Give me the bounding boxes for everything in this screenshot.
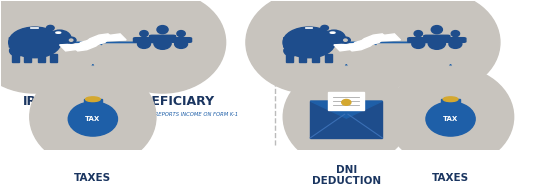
Ellipse shape (387, 66, 514, 168)
Ellipse shape (177, 31, 185, 37)
Circle shape (330, 32, 335, 33)
Ellipse shape (67, 37, 76, 43)
Polygon shape (334, 34, 386, 51)
Ellipse shape (283, 66, 409, 168)
FancyBboxPatch shape (150, 35, 175, 41)
Ellipse shape (284, 45, 299, 56)
Ellipse shape (69, 39, 73, 41)
Polygon shape (349, 34, 400, 51)
Polygon shape (59, 34, 111, 51)
Bar (287, 54, 293, 62)
Ellipse shape (138, 40, 151, 48)
Ellipse shape (431, 26, 442, 34)
Ellipse shape (246, 0, 372, 93)
Text: TAXES: TAXES (74, 173, 112, 183)
Bar (50, 54, 57, 62)
Text: TAXES: TAXES (432, 173, 469, 183)
Ellipse shape (428, 38, 446, 49)
Ellipse shape (321, 25, 328, 31)
Ellipse shape (304, 0, 430, 93)
Ellipse shape (426, 102, 475, 136)
Text: +: + (124, 94, 137, 110)
Ellipse shape (451, 31, 460, 37)
Ellipse shape (140, 31, 148, 37)
Text: TAX: TAX (443, 116, 458, 122)
Ellipse shape (374, 0, 500, 93)
Ellipse shape (174, 40, 188, 48)
Bar (312, 54, 320, 62)
Text: BENEFICIARY: BENEFICIARY (398, 95, 489, 108)
FancyBboxPatch shape (408, 38, 429, 42)
Text: IRA: IRA (23, 95, 47, 108)
Bar (12, 54, 19, 62)
FancyBboxPatch shape (424, 35, 450, 41)
Text: ⊣: ⊣ (398, 94, 412, 110)
Ellipse shape (443, 97, 458, 102)
FancyBboxPatch shape (310, 101, 382, 138)
Text: TAX: TAX (85, 116, 101, 122)
FancyBboxPatch shape (170, 38, 191, 42)
FancyBboxPatch shape (445, 38, 466, 42)
FancyBboxPatch shape (134, 38, 155, 42)
Text: *REPORTS INCOME ON FORM K-1: *REPORTS INCOME ON FORM K-1 (427, 112, 513, 117)
Ellipse shape (30, 0, 156, 93)
Text: *REPORTS INCOME ON FORM K-1: *REPORTS INCOME ON FORM K-1 (152, 112, 239, 117)
Ellipse shape (323, 30, 345, 46)
Ellipse shape (100, 0, 226, 93)
Polygon shape (75, 34, 126, 51)
Text: IRA: IRA (297, 95, 321, 108)
Ellipse shape (283, 27, 335, 58)
Ellipse shape (342, 100, 351, 105)
Text: TRUST: TRUST (70, 95, 116, 108)
Ellipse shape (157, 26, 168, 34)
Ellipse shape (9, 27, 60, 58)
Bar (38, 54, 45, 62)
Bar (441, 99, 460, 105)
Bar (24, 54, 31, 62)
Ellipse shape (340, 37, 350, 43)
Ellipse shape (48, 30, 71, 46)
Ellipse shape (0, 0, 98, 93)
Bar (84, 99, 102, 105)
Circle shape (56, 32, 60, 33)
Ellipse shape (414, 31, 422, 37)
Ellipse shape (85, 97, 100, 102)
Ellipse shape (344, 39, 347, 41)
Bar (324, 54, 332, 62)
Text: TRUST: TRUST (344, 95, 390, 108)
Ellipse shape (9, 45, 25, 56)
Bar (299, 54, 306, 62)
Ellipse shape (30, 66, 156, 168)
Ellipse shape (47, 25, 54, 31)
Ellipse shape (68, 102, 118, 136)
Text: BENEFICIARY: BENEFICIARY (124, 95, 214, 108)
Ellipse shape (449, 40, 462, 48)
FancyBboxPatch shape (328, 92, 364, 110)
Ellipse shape (154, 38, 171, 49)
Polygon shape (310, 101, 382, 118)
Text: DNI
DEDUCTION: DNI DEDUCTION (312, 165, 381, 186)
Ellipse shape (412, 40, 425, 48)
